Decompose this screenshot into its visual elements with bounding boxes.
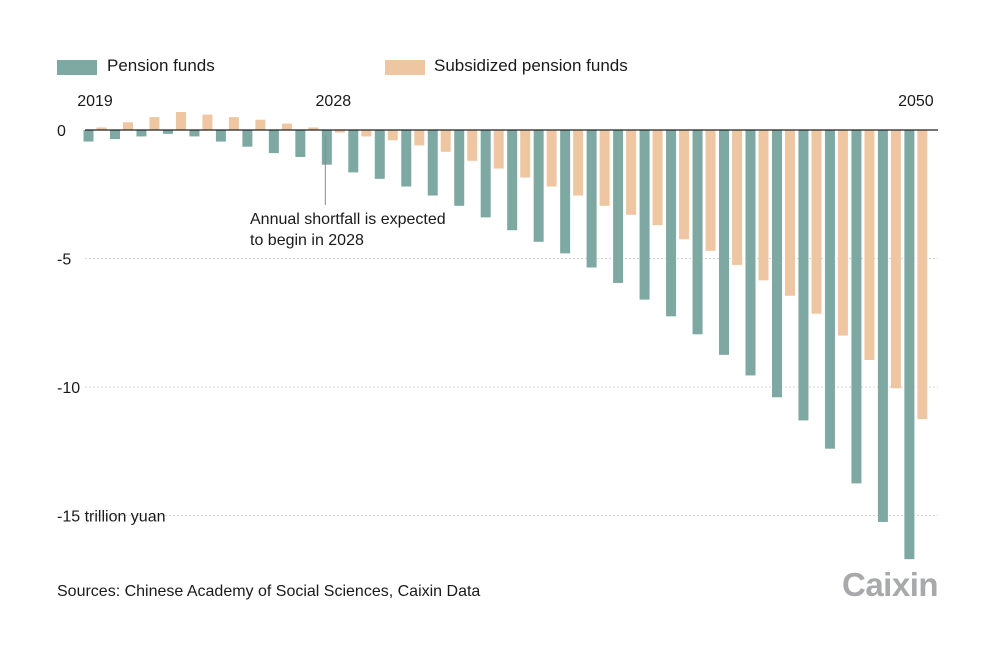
bar-pension-2024 <box>215 130 226 142</box>
bar-pension-2048 <box>851 130 862 484</box>
bar-subsidized-2049 <box>890 130 901 389</box>
legend-swatch-subsidized-pension-funds <box>385 60 425 75</box>
bar-pension-2031 <box>401 130 412 187</box>
bar-pension-2040 <box>639 130 650 300</box>
bar-pension-2022 <box>162 130 173 134</box>
bar-subsidized-2047 <box>837 130 848 336</box>
bar-subsidized-2041 <box>679 130 690 240</box>
bar-subsidized-2021 <box>149 117 160 130</box>
bar-subsidized-2045 <box>784 130 795 296</box>
bar-pension-2020 <box>109 130 120 139</box>
bar-pension-2038 <box>586 130 597 268</box>
bar-subsidized-2022 <box>175 112 186 130</box>
bar-subsidized-2034 <box>493 130 504 169</box>
bar-pension-2026 <box>268 130 279 154</box>
bar-subsidized-2032 <box>440 130 451 152</box>
bar-pension-2021 <box>136 130 147 137</box>
bar-pension-2019 <box>83 130 94 142</box>
bar-subsidized-2035 <box>520 130 531 178</box>
bar-pension-2049 <box>877 130 888 522</box>
caixin-logo: Caixin <box>842 566 939 603</box>
bar-pension-2028 <box>321 130 332 165</box>
annotation-text-line-2: to begin in 2028 <box>250 232 364 249</box>
y-tick-label-0: 0 <box>57 123 66 140</box>
bar-pension-2029 <box>348 130 359 173</box>
bar-subsidized-2046 <box>811 130 822 314</box>
bar-subsidized-2024 <box>228 117 239 130</box>
bar-subsidized-2044 <box>758 130 769 281</box>
bar-pension-2036 <box>533 130 544 242</box>
bar-subsidized-2042 <box>705 130 716 251</box>
annotation-text-line-1: Annual shortfall is expected <box>250 211 446 228</box>
bar-subsidized-2023 <box>202 114 213 130</box>
bar-subsidized-2033 <box>467 130 478 161</box>
bar-pension-2044 <box>745 130 756 376</box>
bar-subsidized-2050 <box>917 130 928 420</box>
bar-pension-2037 <box>560 130 571 254</box>
bar-pension-2034 <box>480 130 491 218</box>
bar-pension-2023 <box>189 130 200 137</box>
year-label-2019: 2019 <box>77 93 113 110</box>
bar-subsidized-2036 <box>546 130 557 187</box>
bar-subsidized-2039 <box>626 130 637 215</box>
legend-swatch-pension-funds <box>57 60 97 75</box>
bar-subsidized-2019 <box>96 127 107 130</box>
bar-pension-2025 <box>242 130 253 147</box>
bar-subsidized-2030 <box>387 130 398 141</box>
bar-pension-2035 <box>507 130 518 231</box>
bar-subsidized-2026 <box>281 123 292 130</box>
bar-subsidized-2028 <box>334 130 345 133</box>
bar-subsidized-2037 <box>573 130 584 196</box>
legend-label-pension-funds: Pension funds <box>107 56 215 75</box>
bar-pension-2042 <box>692 130 703 335</box>
y-tick-label-10: -10 <box>57 380 80 397</box>
bar-pension-2030 <box>374 130 385 179</box>
bar-pension-2041 <box>666 130 677 317</box>
y-tick-label-5: -5 <box>57 252 71 269</box>
legend-label-subsidized-pension-funds: Subsidized pension funds <box>434 56 628 75</box>
bar-subsidized-2025 <box>255 119 266 130</box>
bar-subsidized-2031 <box>414 130 425 146</box>
bar-subsidized-2027 <box>308 127 319 130</box>
bar-pension-2046 <box>798 130 809 421</box>
y-tick-label-15: -15 trillion yuan <box>57 509 166 526</box>
year-label-2050: 2050 <box>898 93 934 110</box>
bar-subsidized-2043 <box>732 130 743 265</box>
bar-subsidized-2048 <box>864 130 875 361</box>
bar-pension-2047 <box>824 130 835 449</box>
bar-subsidized-2029 <box>361 130 372 137</box>
bar-pension-2050 <box>904 130 915 560</box>
bar-pension-2043 <box>719 130 730 355</box>
bar-subsidized-2038 <box>599 130 610 206</box>
bar-pension-2027 <box>295 130 306 157</box>
year-label-2028: 2028 <box>316 93 352 110</box>
bar-pension-2032 <box>427 130 438 196</box>
bar-pension-2039 <box>613 130 624 283</box>
bar-subsidized-2020 <box>122 122 133 130</box>
source-note: Sources: Chinese Academy of Social Scien… <box>57 583 481 600</box>
bar-pension-2033 <box>454 130 465 206</box>
bar-pension-2045 <box>771 130 782 398</box>
bar-subsidized-2040 <box>652 130 663 226</box>
